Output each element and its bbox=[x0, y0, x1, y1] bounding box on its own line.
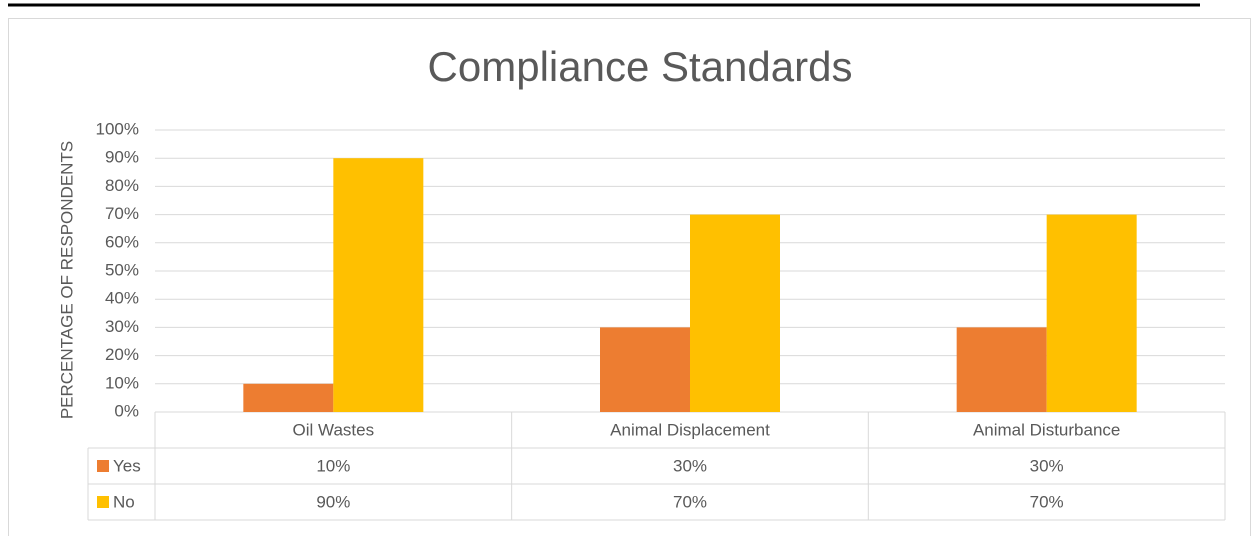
table-cell: 70% bbox=[1030, 492, 1064, 511]
y-tick-label: 30% bbox=[105, 317, 139, 336]
bar bbox=[1046, 214, 1137, 412]
chart-title: Compliance Standards bbox=[428, 43, 853, 90]
y-axis-label: PERCENTAGE OF RESPONDENTS bbox=[57, 141, 76, 419]
y-tick-label: 20% bbox=[105, 345, 139, 364]
x-tick-label: Animal Displacement bbox=[610, 420, 770, 439]
y-tick-label: 80% bbox=[105, 176, 139, 195]
table-cell: 30% bbox=[1030, 456, 1064, 475]
y-tick-label: 50% bbox=[105, 260, 139, 279]
bar bbox=[690, 214, 780, 412]
bar bbox=[600, 327, 690, 412]
bar bbox=[956, 327, 1047, 412]
bar bbox=[333, 158, 424, 412]
legend-label: No bbox=[113, 492, 135, 511]
y-tick-label: 40% bbox=[105, 289, 139, 308]
y-tick-label: 100% bbox=[96, 119, 139, 138]
chart-border bbox=[8, 18, 1251, 536]
y-tick-label: 70% bbox=[105, 204, 139, 223]
table-cell: 70% bbox=[673, 492, 707, 511]
legend-label: Yes bbox=[113, 456, 141, 475]
x-tick-label: Oil Wastes bbox=[293, 420, 375, 439]
bar bbox=[243, 383, 334, 412]
x-tick-label: Animal Disturbance bbox=[973, 420, 1120, 439]
y-tick-label: 90% bbox=[105, 148, 139, 167]
y-tick-label: 0% bbox=[114, 401, 139, 420]
y-tick-label: 10% bbox=[105, 373, 139, 392]
table-cell: 30% bbox=[673, 456, 707, 475]
table-cell: 90% bbox=[316, 492, 350, 511]
table-cell: 10% bbox=[316, 456, 350, 475]
y-tick-label: 60% bbox=[105, 232, 139, 251]
legend-swatch bbox=[97, 460, 109, 472]
legend-swatch bbox=[97, 496, 109, 508]
